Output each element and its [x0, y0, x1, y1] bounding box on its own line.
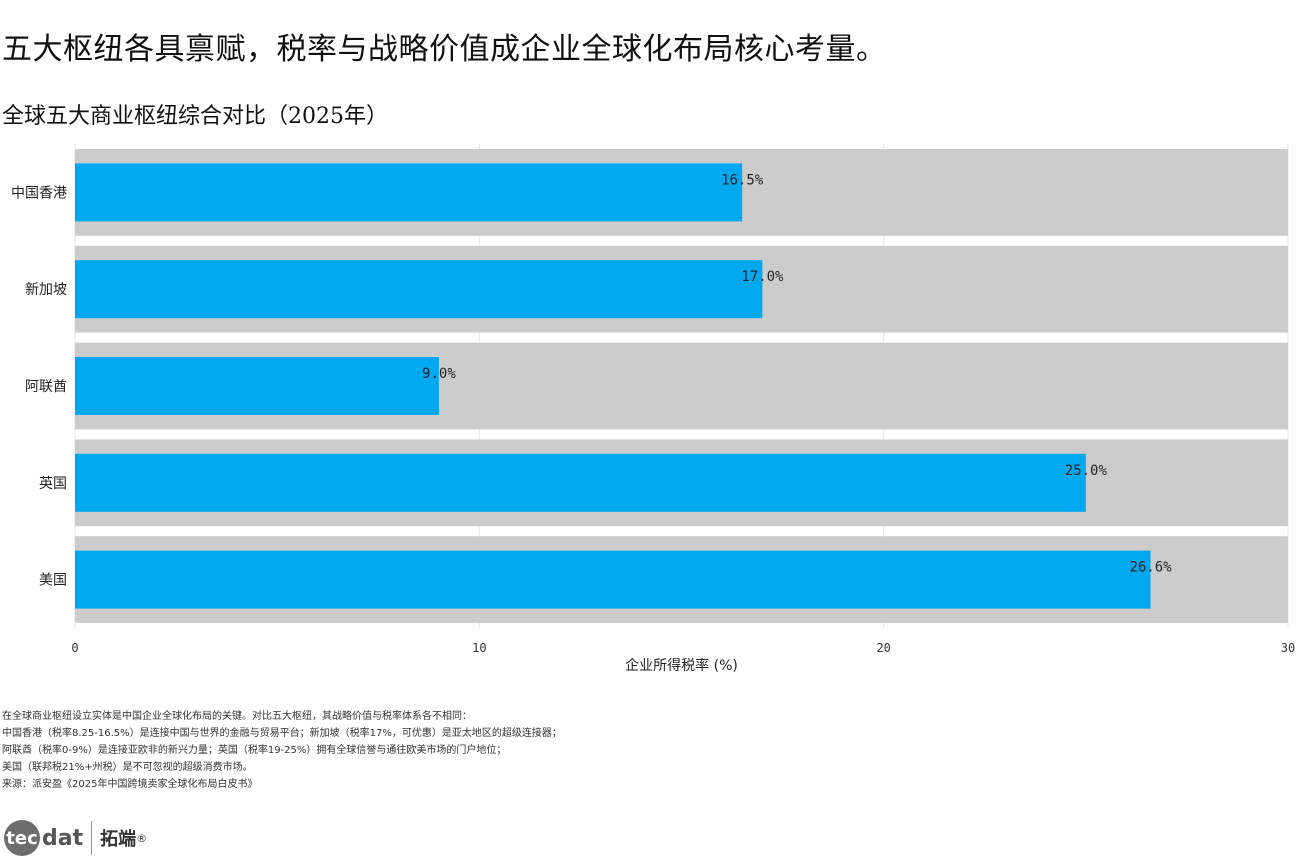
- note-line: 在全球商业枢纽设立实体是中国企业全球化布局的关键。对比五大枢纽，其战略价值与税率…: [2, 711, 472, 722]
- headline: 五大枢纽各具禀赋，税率与战略价值成企业全球化布局核心考量。: [2, 32, 887, 67]
- chart-title: 全球五大商业枢纽综合对比（2025年）: [2, 104, 388, 129]
- note-line: 中国香港（税率8.25-16.5%）是连接中国与世界的金融与贸易平台；新加坡（税…: [2, 728, 562, 739]
- bar: [75, 550, 1151, 609]
- data-label: 16.5%: [721, 172, 764, 188]
- tecdat-logo: tec dat 拓端 ®: [4, 818, 147, 858]
- note-line: 美国（联邦税21%+州税）是不可忽视的超级消费市场。: [2, 762, 253, 773]
- category-label: 中国香港: [11, 185, 67, 201]
- bar: [75, 357, 439, 415]
- logo-divider: [91, 821, 93, 855]
- category-label: 阿联酋: [25, 378, 67, 395]
- note-line: 阿联酋（税率0-9%）是连接亚欧非的新兴力量；英国（税率19-25%）拥有全球信…: [2, 745, 507, 756]
- logo-cn: 拓端: [100, 829, 137, 850]
- x-tick-label: 10: [472, 641, 486, 655]
- category-label: 新加坡: [25, 282, 67, 298]
- data-label: 9.0%: [422, 366, 456, 382]
- x-tick-label: 0: [71, 641, 78, 655]
- bar: [75, 163, 743, 222]
- logo-reg: ®: [136, 831, 148, 845]
- x-tick-label: 30: [1281, 641, 1295, 655]
- x-tick-label: 20: [876, 641, 890, 655]
- x-axis-label: 企业所得税率 (%): [625, 657, 738, 674]
- category-label: 英国: [39, 475, 67, 492]
- bar-chart: 16.5% 中国香港 17.0% 新加坡 9.0% 阿联酋 25.0% 英国 26.6% 美国 0 1…: [11, 144, 1295, 674]
- bar: [75, 260, 763, 319]
- notes: 在全球商业枢纽设立实体是中国企业全球化布局的关键。对比五大枢纽，其战略价值与税率…: [2, 708, 562, 793]
- data-label: 26.6%: [1129, 560, 1172, 576]
- source-line: 来源：派安盈《2025年中国跨境卖家全球化布局白皮书》: [2, 779, 258, 790]
- data-label: 17.0%: [741, 269, 784, 285]
- logo-mark: tec: [4, 820, 40, 856]
- logo-suffix: dat: [42, 825, 84, 851]
- data-label: 25.0%: [1065, 463, 1108, 479]
- category-label: 美国: [39, 573, 67, 589]
- bar: [75, 453, 1086, 512]
